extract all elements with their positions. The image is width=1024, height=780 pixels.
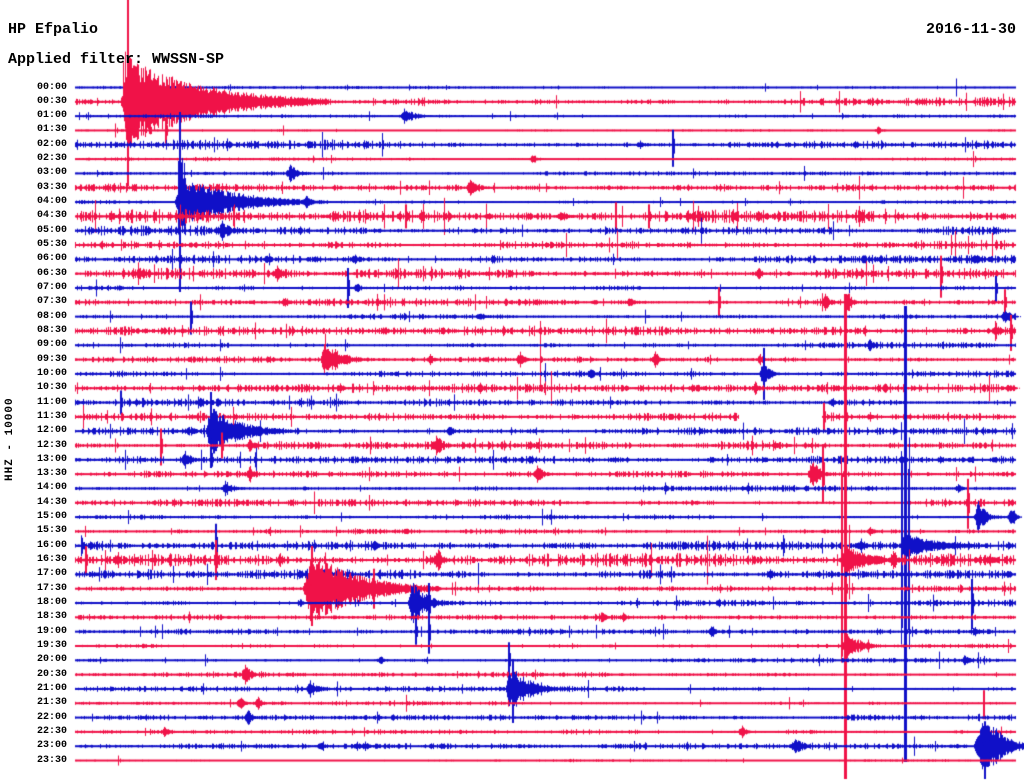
time-label: 01:00 bbox=[36, 110, 67, 122]
time-label: 04:00 bbox=[36, 196, 67, 208]
time-label: 14:00 bbox=[36, 482, 67, 494]
time-label: 11:00 bbox=[36, 396, 67, 408]
time-label: 17:00 bbox=[36, 568, 67, 580]
time-label: 08:30 bbox=[36, 324, 67, 336]
time-label: 05:30 bbox=[36, 239, 67, 251]
time-axis: 00:00 00:30 01:00 01:30 02:00 02:30 03:00 03:30… bbox=[0, 0, 67, 780]
time-label: 23:00 bbox=[36, 740, 67, 752]
time-label: 18:30 bbox=[36, 611, 67, 623]
time-label: 14:30 bbox=[36, 496, 67, 508]
time-label: 09:30 bbox=[36, 353, 67, 365]
time-label: 12:00 bbox=[36, 425, 67, 437]
time-label: 22:30 bbox=[36, 725, 67, 737]
time-label: 02:00 bbox=[36, 138, 67, 150]
time-label: 21:30 bbox=[36, 697, 67, 709]
time-label: 13:30 bbox=[36, 468, 67, 480]
time-label: 00:00 bbox=[36, 81, 67, 93]
time-label: 17:30 bbox=[36, 582, 67, 594]
time-label: 07:30 bbox=[36, 296, 67, 308]
time-label: 06:00 bbox=[36, 253, 67, 265]
time-label: 01:30 bbox=[36, 124, 67, 136]
time-label: 20:30 bbox=[36, 668, 67, 680]
time-label: 15:30 bbox=[36, 525, 67, 537]
time-label: 22:00 bbox=[36, 711, 67, 723]
time-label: 18:00 bbox=[36, 597, 67, 609]
time-label: 19:00 bbox=[36, 625, 67, 637]
time-label: 08:00 bbox=[36, 310, 67, 322]
time-label: 11:30 bbox=[36, 410, 67, 422]
time-label: 16:00 bbox=[36, 539, 67, 551]
time-label: 21:00 bbox=[36, 682, 67, 694]
time-label: 03:00 bbox=[36, 167, 67, 179]
time-label: 19:30 bbox=[36, 639, 67, 651]
time-label: 16:30 bbox=[36, 554, 67, 566]
time-label: 10:00 bbox=[36, 367, 67, 379]
time-label: 02:30 bbox=[36, 153, 67, 165]
station-title: HP Efpalio bbox=[8, 21, 99, 38]
time-label: 03:30 bbox=[36, 181, 67, 193]
time-label: 04:30 bbox=[36, 210, 67, 222]
time-label: 05:00 bbox=[36, 224, 67, 236]
time-label: 15:00 bbox=[36, 511, 67, 523]
time-label: 10:30 bbox=[36, 382, 67, 394]
time-label: 13:00 bbox=[36, 453, 67, 465]
time-label: 23:30 bbox=[36, 754, 67, 766]
time-label: 00:30 bbox=[36, 95, 67, 107]
record-date: 2016-11-30 bbox=[925, 21, 1016, 38]
time-label: 09:00 bbox=[36, 339, 67, 351]
time-label: 07:00 bbox=[36, 281, 67, 293]
time-label: 12:30 bbox=[36, 439, 67, 451]
time-label: 06:30 bbox=[36, 267, 67, 279]
time-label: 20:00 bbox=[36, 654, 67, 666]
filter-label: Applied filter: WWSSN-SP bbox=[8, 51, 225, 68]
